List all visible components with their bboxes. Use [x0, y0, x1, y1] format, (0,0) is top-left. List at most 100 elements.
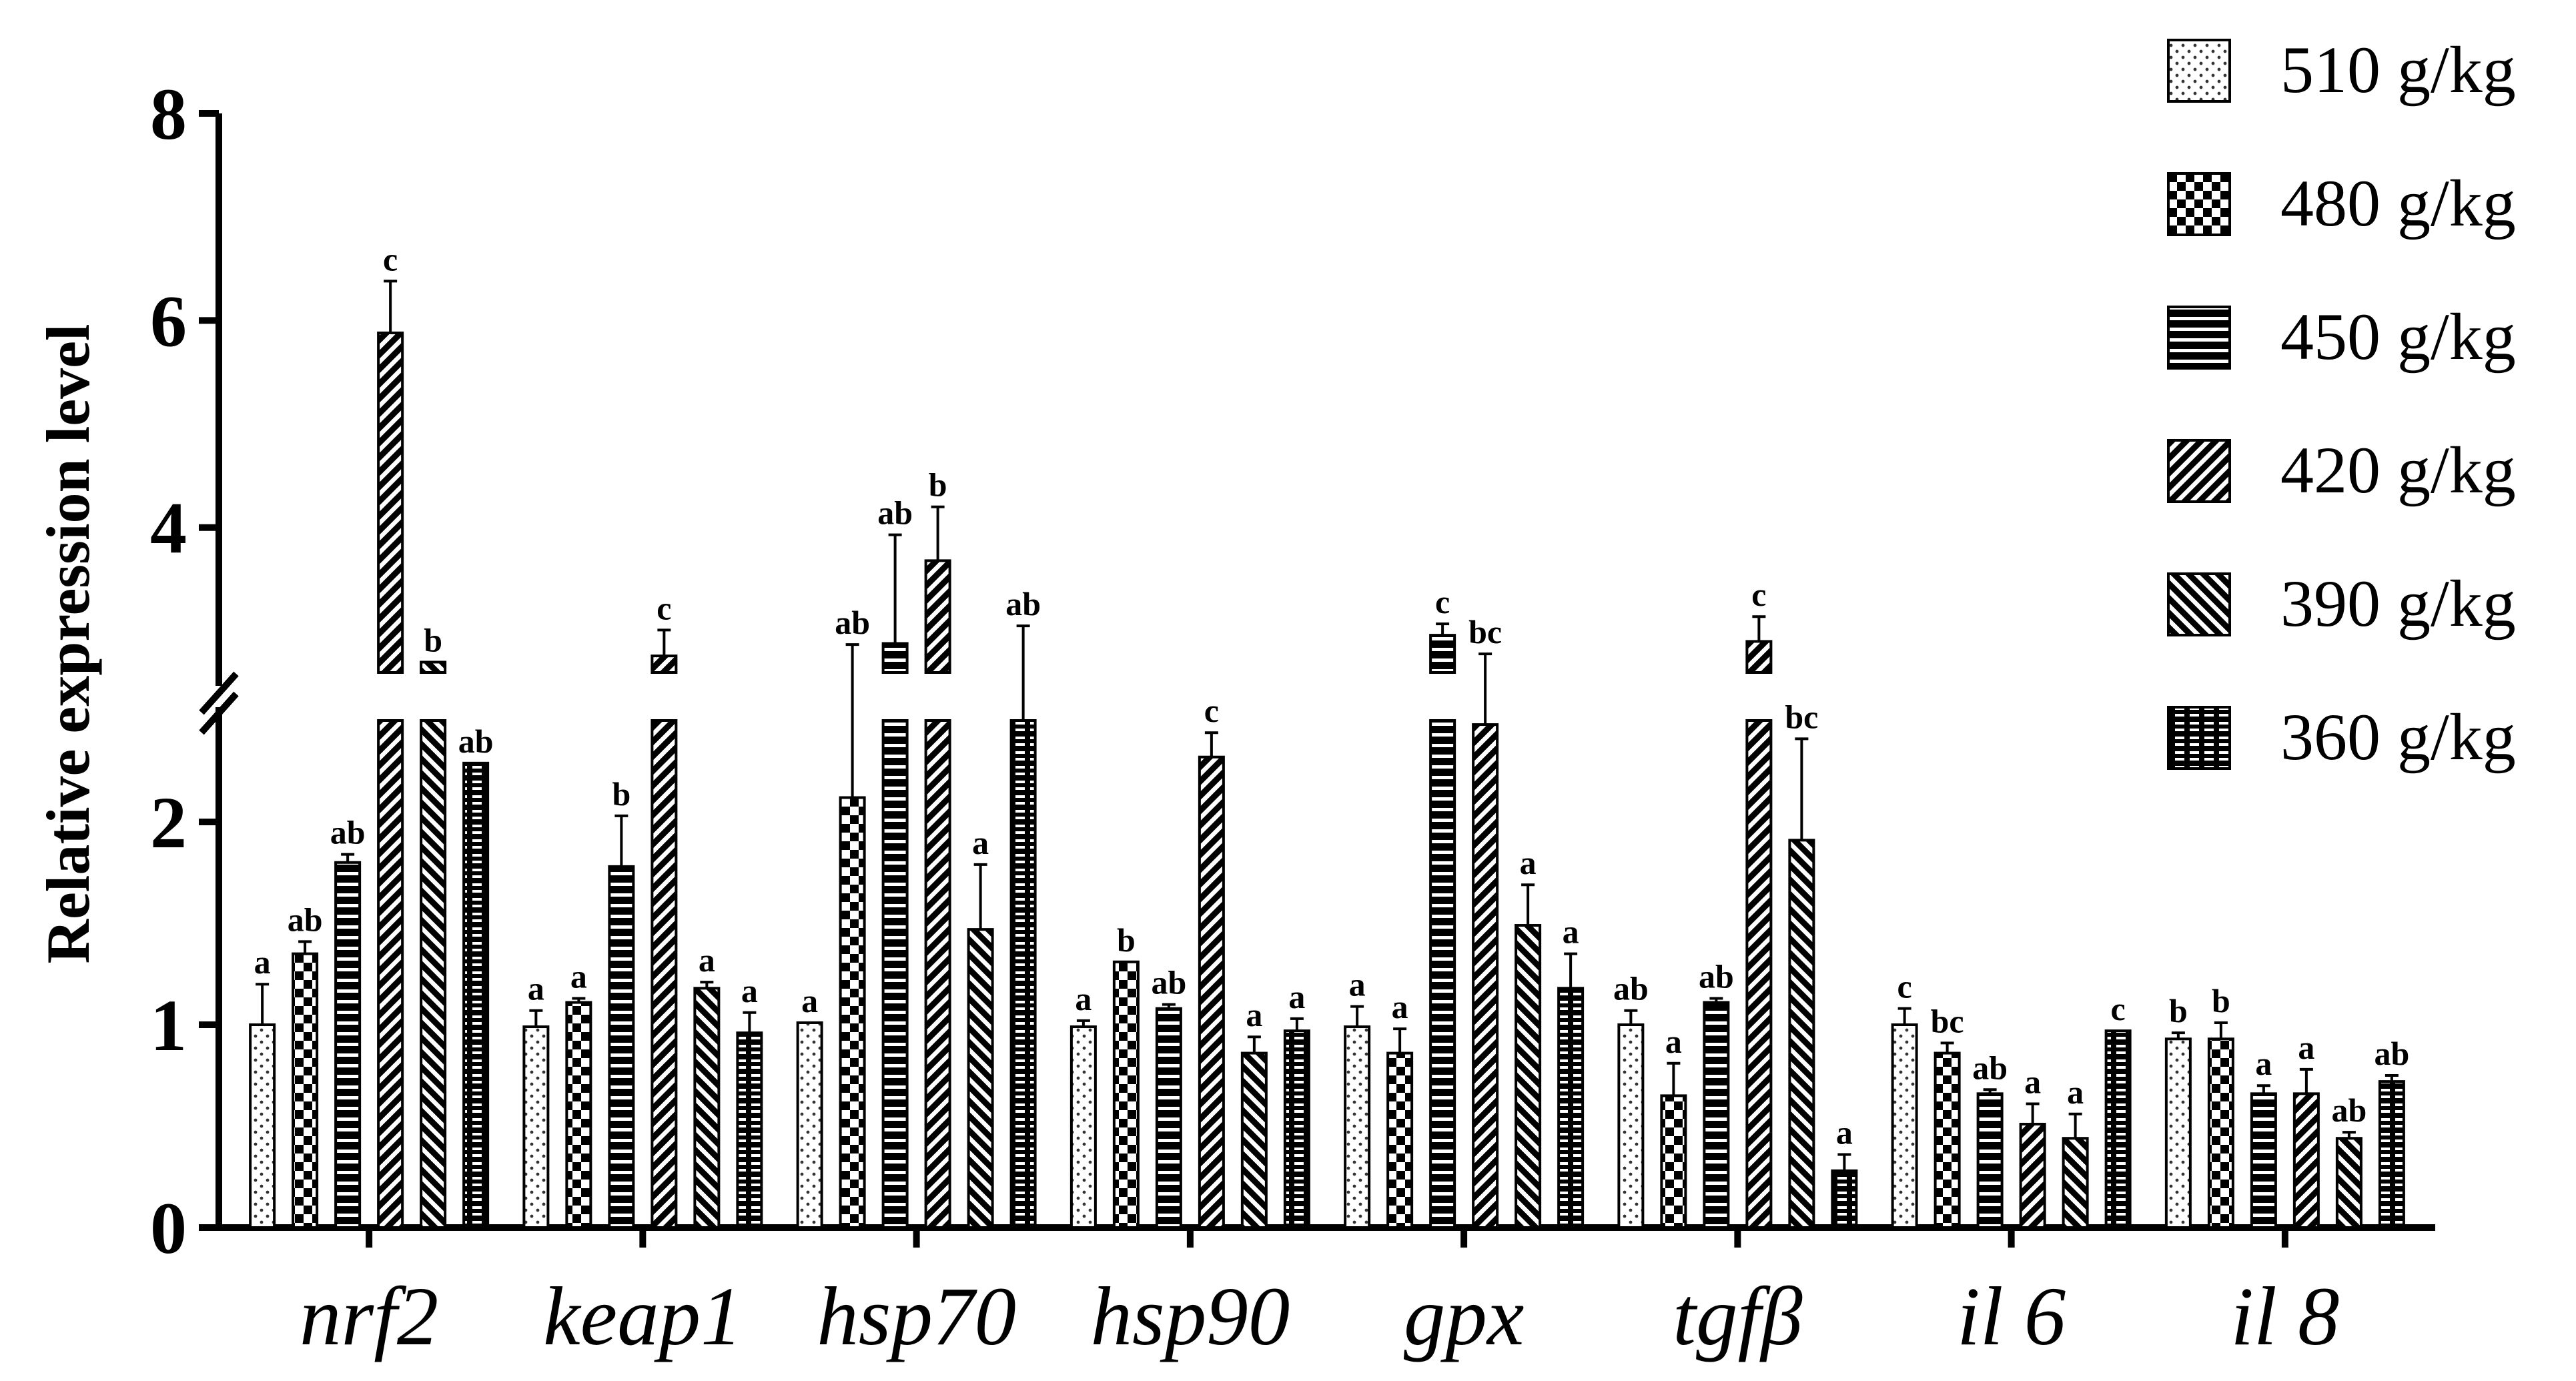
bar [2335, 1137, 2363, 1229]
bar [2104, 1029, 2132, 1229]
bar [1891, 1023, 1918, 1229]
significance-letter: ab [1613, 970, 1649, 1007]
significance-letter: a [741, 972, 758, 1009]
bar-upper [881, 642, 909, 674]
category-label: keap1 [543, 1271, 742, 1363]
bar [1240, 1051, 1268, 1230]
y-tick-label: 6 [150, 280, 187, 362]
y-tick-label: 1 [150, 985, 187, 1066]
bar [420, 719, 447, 1229]
bar [1069, 1025, 1097, 1230]
significance-letter: bc [1931, 1002, 1964, 1039]
bar [2062, 1137, 2089, 1229]
x-categories: nrf2 keap1 hsp70 hsp90 gpx tgfβ il 6 il 8 [300, 1228, 2339, 1363]
significance-letter: b [612, 775, 630, 813]
legend-swatch [2167, 172, 2231, 236]
significance-letter: c [383, 240, 398, 278]
legend-label: 480 g/kg [2280, 166, 2516, 240]
legend-swatch [2167, 39, 2231, 103]
bar [2164, 1037, 2192, 1230]
bar [1557, 987, 1585, 1230]
significance-letter: ab [2374, 1035, 2409, 1072]
bar [1155, 1007, 1182, 1230]
bar [1429, 719, 1456, 1229]
significance-letter: b [424, 621, 442, 658]
bar-upper [420, 660, 447, 674]
legend-swatch [2167, 306, 2231, 370]
significance-letter: a [2067, 1073, 2084, 1111]
significance-letter: a [699, 941, 715, 979]
bar [462, 761, 490, 1229]
legend-label: 450 g/kg [2280, 300, 2516, 374]
bar [2378, 1080, 2405, 1229]
bar [249, 1023, 276, 1229]
bar [924, 719, 951, 1229]
bar-upper [1429, 634, 1456, 674]
significance-letter: a [2298, 1029, 2314, 1066]
bar [1831, 1169, 1858, 1230]
bar [2292, 1092, 2320, 1229]
significance-letter: a [1349, 966, 1366, 1003]
bar [1788, 839, 1815, 1229]
significance-letter: ab [288, 901, 323, 938]
bar [377, 719, 404, 1229]
bar [2207, 1037, 2234, 1230]
bar-upper [924, 559, 951, 674]
legend-label: 510 g/kg [2280, 33, 2516, 107]
bar [1703, 1001, 1730, 1230]
bar [2250, 1092, 2277, 1229]
bar [1745, 719, 1773, 1229]
y-tick-label: 0 [150, 1188, 187, 1269]
significance-letter: a [1836, 1114, 1853, 1152]
significance-letter: c [2111, 990, 2126, 1027]
bar [1344, 1025, 1371, 1230]
axis-break-mark [199, 671, 239, 715]
axis-break-mark [199, 691, 239, 735]
y-tick-label: 2 [150, 782, 187, 863]
bar [796, 1021, 823, 1229]
significance-letter: a [972, 824, 989, 861]
category-label: hsp90 [1091, 1271, 1290, 1363]
significance-letter: a [254, 943, 271, 981]
category-label: tgfβ [1673, 1271, 1803, 1363]
category-label: nrf2 [300, 1271, 438, 1363]
significance-letter: ab [1151, 964, 1186, 1001]
significance-letter: b [2212, 982, 2230, 1019]
bar [693, 987, 721, 1230]
legend-label: 390 g/kg [2280, 566, 2516, 640]
significance-letter: a [2255, 1045, 2272, 1082]
significance-letter: b [1117, 921, 1136, 959]
category-label: il 6 [1957, 1271, 2066, 1363]
bar [522, 1025, 550, 1230]
legend-swatch [2167, 439, 2231, 503]
significance-letter: ab [1699, 957, 1734, 995]
significance-letter: c [1435, 583, 1450, 620]
bar [736, 1031, 763, 1230]
significance-letter: bc [1785, 698, 1818, 735]
significance-letter: a [2024, 1063, 2041, 1101]
bar [2019, 1122, 2046, 1229]
significance-letter: ab [1005, 585, 1041, 622]
significance-letter: a [1563, 913, 1579, 951]
bar-upper [651, 654, 678, 674]
bar [1617, 1023, 1645, 1229]
significance-letter: b [929, 466, 947, 504]
significance-letter: c [1897, 968, 1912, 1005]
bar [565, 1001, 592, 1230]
significance-letter: ab [877, 494, 913, 532]
legend-label: 420 g/kg [2280, 433, 2516, 507]
bar [1009, 719, 1037, 1229]
category-label: gpx [1404, 1271, 1524, 1363]
y-tick-label: 4 [150, 488, 187, 569]
y-ticks: 0 1 2 4 6 8 [150, 73, 219, 1269]
bar [1283, 1029, 1310, 1229]
bar-upper [1745, 640, 1773, 674]
legend-label: 360 g/kg [2280, 700, 2516, 774]
significance-letter: c [657, 589, 671, 626]
bar [1472, 723, 1499, 1229]
bar [608, 865, 635, 1229]
significance-letter: a [801, 982, 818, 1019]
significance-letter: ab [458, 723, 494, 760]
bar [1976, 1092, 2004, 1229]
